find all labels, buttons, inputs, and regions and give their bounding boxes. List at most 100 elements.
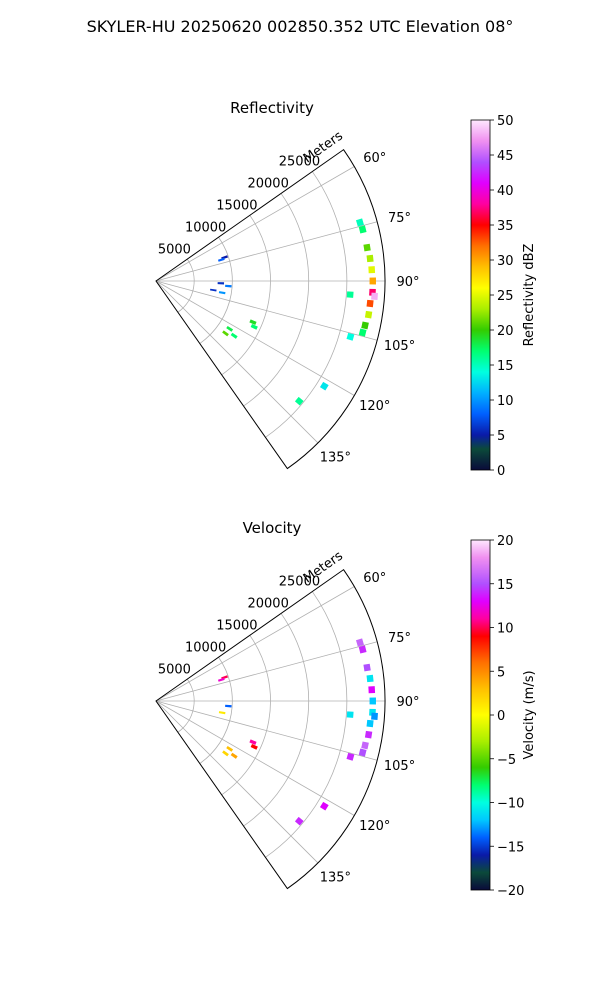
- colorbar-label: Velocity (m/s): [522, 670, 537, 759]
- echo-gate-0: [355, 218, 364, 227]
- azimuth-spoke-4: [155, 700, 355, 816]
- azimuth-spoke-5: [155, 280, 319, 444]
- echo-gate-11: [358, 748, 367, 757]
- range-tick-label-0: 5000: [158, 662, 191, 677]
- azimuth-spoke-4: [155, 280, 355, 396]
- azimuth-tick-label-3: 105°: [384, 339, 415, 354]
- colorbar-label: Reflectivity dBZ: [522, 244, 537, 347]
- azimuth-tick-label-5: 135°: [320, 450, 351, 465]
- echo-gate-11: [358, 328, 367, 337]
- echo-gate-4: [368, 266, 376, 274]
- azimuth-tick-label-1: 75°: [388, 211, 411, 226]
- echo-gate-19: [218, 291, 226, 295]
- colorbar-tick-label-1: 5: [497, 429, 505, 444]
- colorbar-tick-label-5: 5: [497, 665, 505, 680]
- range-ring-1: [199, 656, 233, 764]
- range-tick-label-0: 5000: [158, 242, 191, 257]
- azimuth-spoke-5: [155, 700, 319, 864]
- echo-gate-9: [364, 310, 373, 319]
- azimuth-spoke-0: [155, 166, 355, 282]
- echo-gate-16: [217, 282, 225, 285]
- azimuth-tick-label-2: 90°: [396, 695, 419, 710]
- azimuth-tick-label-1: 75°: [388, 631, 411, 646]
- range-tick-label-3: 20000: [247, 597, 288, 612]
- azimuth-tick-label-0: 60°: [363, 151, 386, 166]
- range-ring-2: [221, 635, 271, 796]
- range-tick-label-2: 15000: [216, 198, 257, 213]
- colorbar-tick-label-8: 40: [497, 184, 514, 199]
- echo-gate-5: [369, 277, 376, 285]
- echo-gate-21: [249, 739, 257, 745]
- echo-gate-12: [346, 711, 354, 718]
- colorbar: [470, 539, 491, 891]
- echo-gate-2: [363, 243, 371, 252]
- range-tick-label-4: 25000: [279, 155, 320, 170]
- range-tick-label-2: 15000: [216, 618, 257, 633]
- colorbar-tick-label-2: 10: [497, 394, 514, 409]
- azimuth-tick-label-4: 120°: [359, 819, 390, 834]
- range-axis-label: Meters: [301, 129, 346, 167]
- range-axis-label: Meters: [301, 549, 346, 587]
- echo-gate-26: [294, 396, 304, 406]
- range-tick-label-1: 10000: [185, 220, 226, 235]
- echo-gate-24: [250, 323, 258, 330]
- echo-gate-7: [371, 712, 378, 720]
- range-tick-label-4: 25000: [279, 575, 320, 590]
- colorbar-tick-label-1: −15: [497, 840, 524, 855]
- colorbar-tick-label-6: 30: [497, 254, 514, 269]
- range-tick-label-3: 20000: [247, 177, 288, 192]
- sector-outline: [155, 568, 386, 890]
- colorbar-tick-label-5: 25: [497, 289, 514, 304]
- colorbar-tick-label-10: 50: [497, 114, 514, 129]
- echo-gate-4: [368, 686, 376, 694]
- range-ring-4: [265, 171, 348, 438]
- azimuth-spoke-3: [155, 700, 378, 761]
- azimuth-tick-label-0: 60°: [363, 571, 386, 586]
- echo-gate-24: [294, 816, 304, 826]
- colorbar-tick-label-9: 45: [497, 149, 514, 164]
- echo-gate-17: [218, 711, 226, 715]
- echo-gate-2: [363, 663, 371, 672]
- echo-gate-17: [225, 284, 232, 288]
- colorbar-tick-label-0: 0: [497, 464, 505, 479]
- echo-gate-18: [209, 288, 217, 292]
- echo-gate-20: [226, 325, 234, 332]
- sector-outline: [155, 148, 386, 470]
- colorbar-tick-label-0: −20: [497, 884, 524, 899]
- echo-gate-12: [346, 291, 354, 298]
- echo-gate-13: [346, 752, 355, 761]
- echo-gate-13: [346, 332, 355, 341]
- echo-gate-21: [230, 332, 238, 339]
- colorbar-tick-label-8: 20: [497, 534, 514, 549]
- azimuth-tick-label-4: 120°: [359, 399, 390, 414]
- echo-gate-9: [364, 730, 373, 739]
- echo-gate-3: [366, 254, 374, 263]
- azimuth-tick-label-2: 90°: [396, 275, 419, 290]
- echo-gate-0: [355, 638, 364, 647]
- echo-gate-25: [319, 381, 329, 391]
- echo-gate-23: [249, 319, 257, 325]
- range-ring-3: [243, 613, 310, 827]
- echo-gate-20: [222, 750, 229, 757]
- echo-gate-15: [217, 257, 225, 262]
- figure-suptitle: SKYLER-HU 20250620 002850.352 UTC Elevat…: [87, 17, 514, 36]
- echo-gate-22: [250, 743, 258, 750]
- azimuth-spoke-1: [155, 641, 378, 702]
- azimuth-spoke-0: [155, 586, 355, 702]
- azimuth-tick-label-3: 105°: [384, 759, 415, 774]
- echo-gate-16: [225, 704, 232, 708]
- colorbar-tick-label-4: 20: [497, 324, 514, 339]
- azimuth-spoke-1: [155, 221, 378, 282]
- range-ring-1: [199, 236, 233, 344]
- range-ring-3: [243, 193, 310, 407]
- colorbar-tick-label-6: 10: [497, 622, 514, 637]
- echo-gate-1: [358, 645, 367, 654]
- azimuth-spoke-3: [155, 280, 378, 341]
- echo-gate-3: [366, 674, 374, 683]
- range-ring-4: [265, 591, 348, 858]
- colorbar: [470, 119, 491, 471]
- echo-gate-15: [217, 677, 225, 682]
- echo-gate-19: [230, 752, 238, 759]
